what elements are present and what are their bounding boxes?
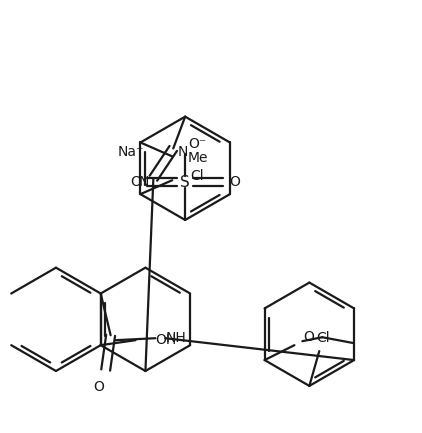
Text: N: N <box>138 175 149 189</box>
Text: NH: NH <box>165 331 186 345</box>
Text: O: O <box>93 380 104 394</box>
Text: O: O <box>303 330 314 344</box>
Text: O⁻: O⁻ <box>188 137 206 152</box>
Text: Cl: Cl <box>190 169 204 183</box>
Text: Me: Me <box>188 152 208 165</box>
Text: Cl: Cl <box>316 331 330 345</box>
Text: S: S <box>180 175 190 190</box>
Text: OH: OH <box>155 333 176 347</box>
Text: O: O <box>230 175 240 189</box>
Text: O: O <box>130 175 141 189</box>
Text: Na⁺: Na⁺ <box>118 145 144 159</box>
Text: N: N <box>178 145 188 159</box>
